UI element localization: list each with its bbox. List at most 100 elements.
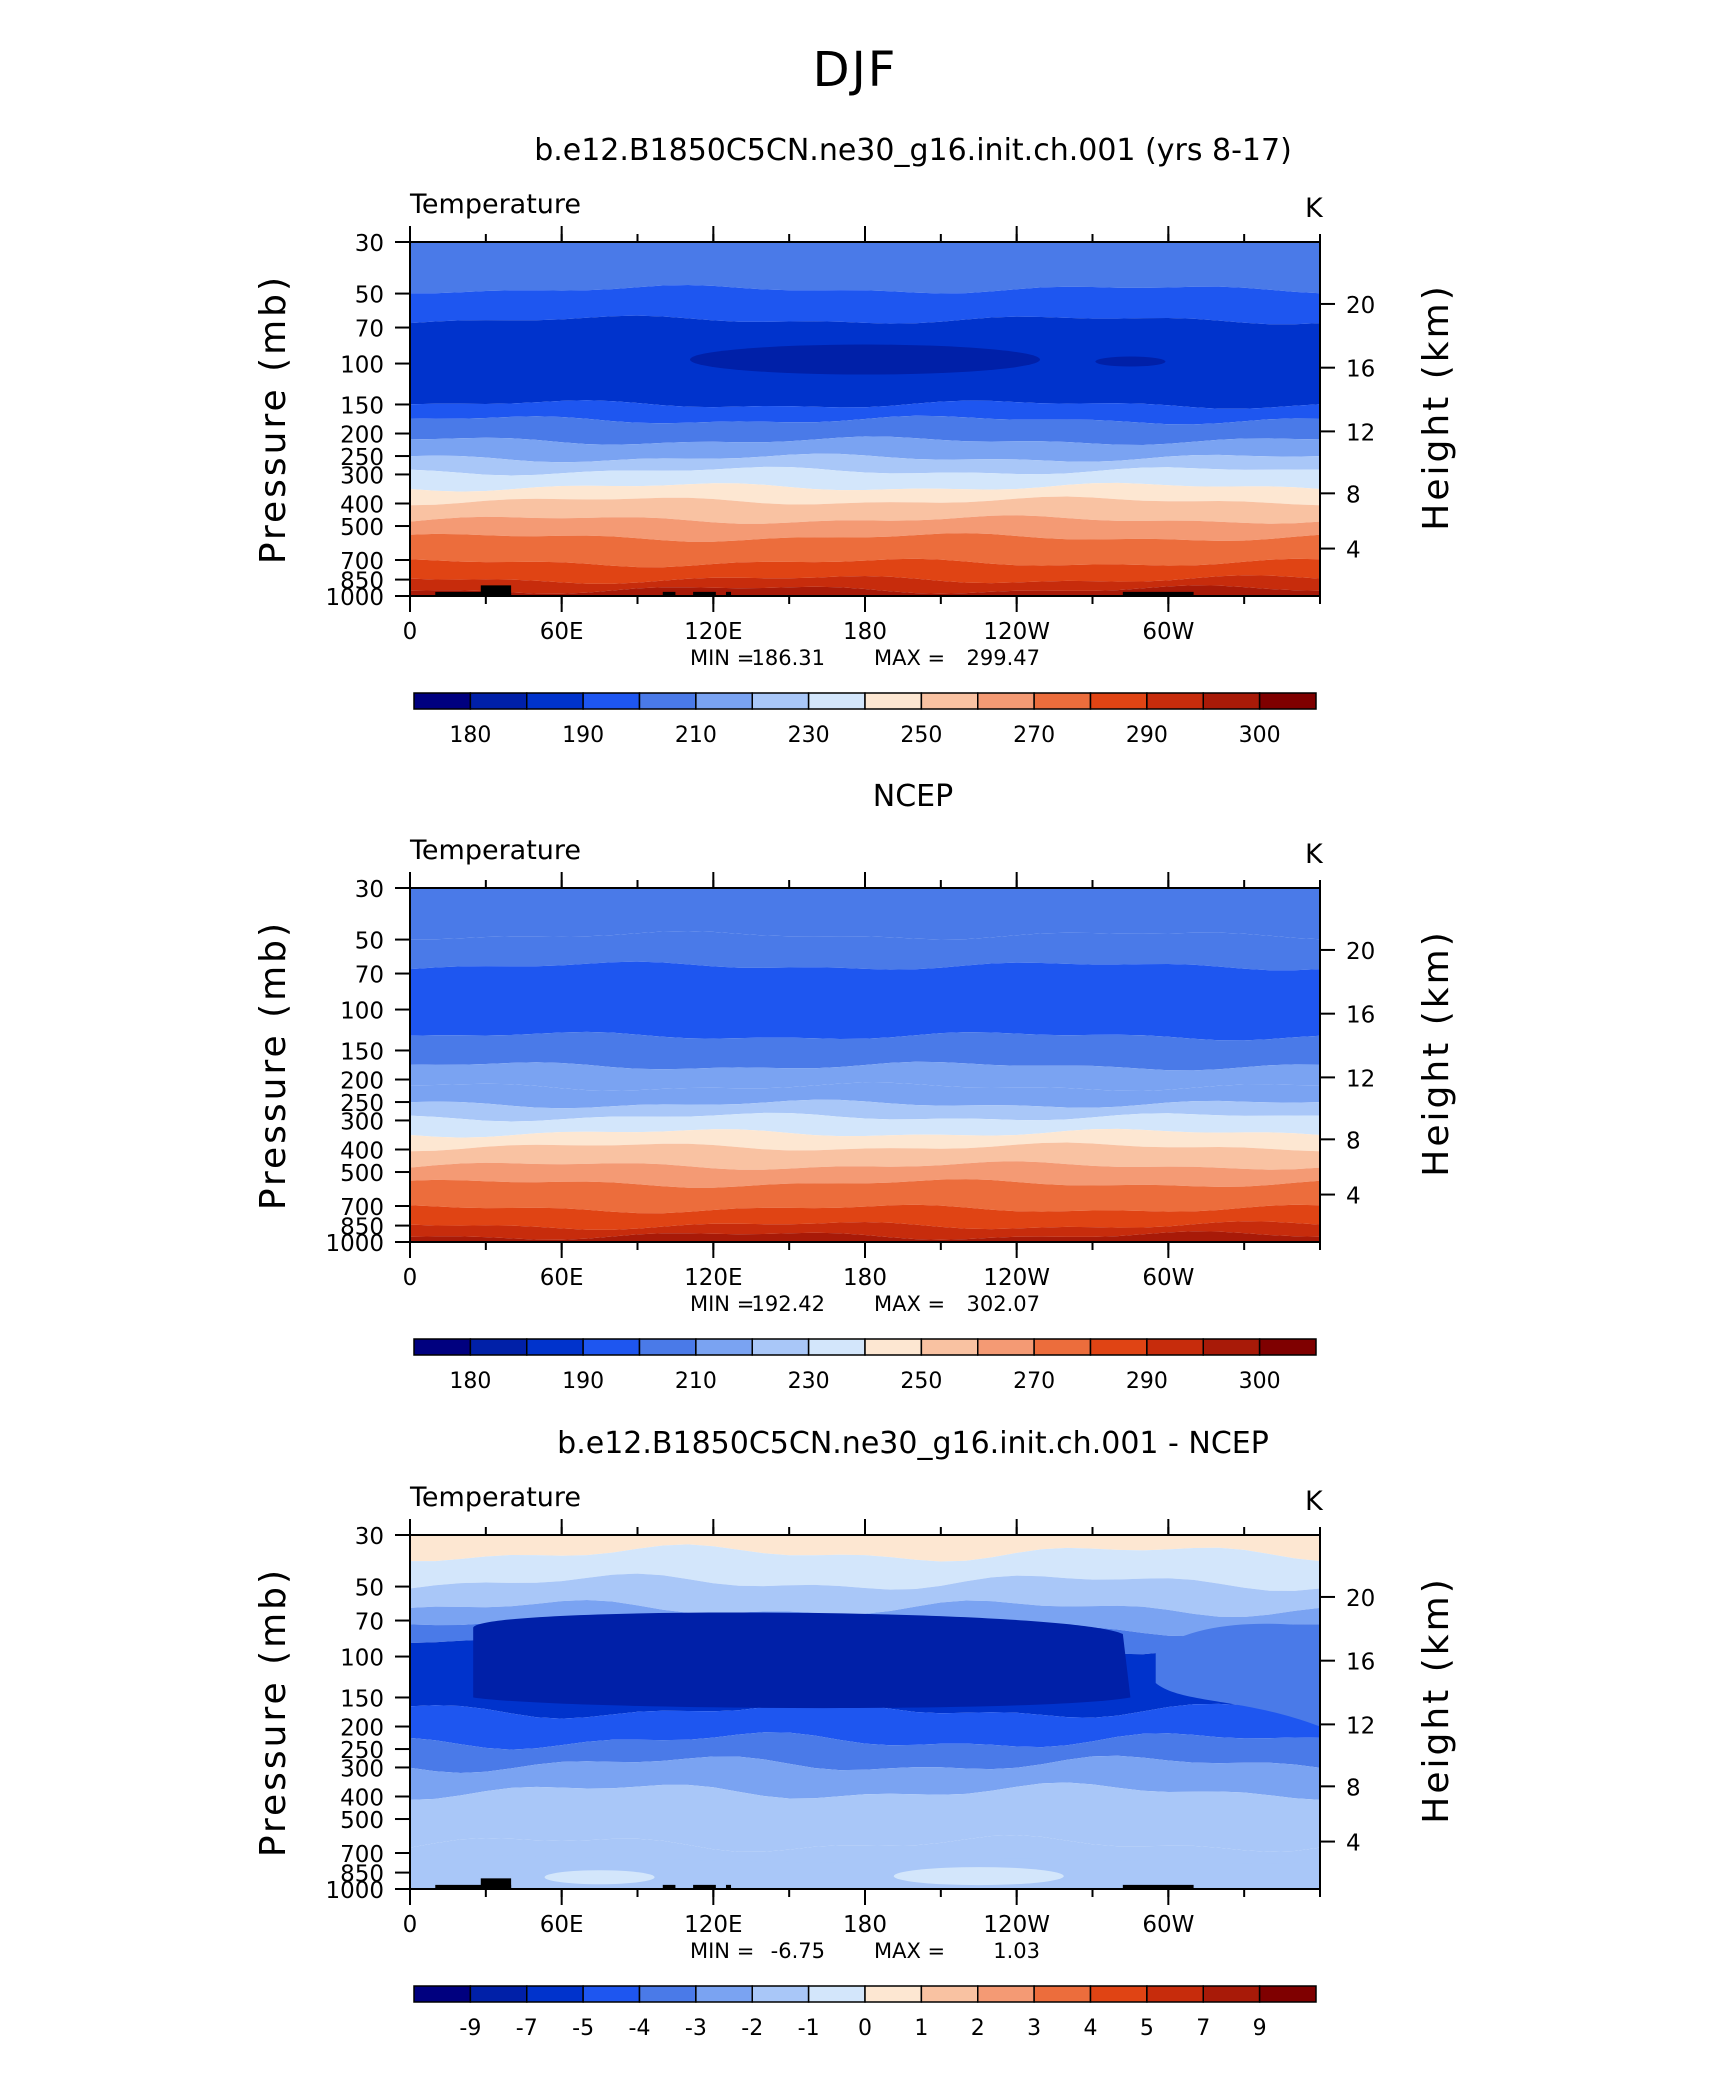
colorbar-label: -3 bbox=[685, 2016, 707, 2041]
y2-tick-label: 8 bbox=[1346, 1775, 1361, 1801]
contour-band bbox=[410, 1142, 1320, 1170]
x-tick-label: 60E bbox=[540, 1912, 584, 1938]
y-tick-label: 250 bbox=[340, 1091, 384, 1117]
y-tick-label: 500 bbox=[340, 1808, 384, 1834]
x-tick-label: 120E bbox=[684, 1265, 742, 1291]
y-tick-label: 1000 bbox=[325, 585, 384, 611]
topography bbox=[480, 1878, 512, 1889]
colorbar-label: 9 bbox=[1253, 2016, 1267, 2041]
y-tick-label: 500 bbox=[340, 515, 384, 541]
contour-band bbox=[410, 1221, 1320, 1240]
contour-band bbox=[410, 1573, 1320, 1617]
colorbar-swatch bbox=[1202, 1985, 1261, 2003]
y2-axis-label: Height (km) bbox=[1416, 1576, 1457, 1823]
y2-tick-label: 20 bbox=[1346, 293, 1375, 319]
colorbar-swatch bbox=[920, 692, 979, 710]
y-tick-label: 250 bbox=[340, 445, 384, 471]
contour-band bbox=[410, 400, 1320, 425]
y-tick-label: 30 bbox=[355, 231, 384, 257]
max-value: 299.47 bbox=[967, 646, 1040, 670]
topography bbox=[662, 1884, 676, 1889]
colorbar-swatch bbox=[1033, 1985, 1092, 2003]
contour-band bbox=[410, 1701, 1320, 1750]
topography bbox=[480, 585, 512, 596]
contour-band bbox=[410, 515, 1320, 542]
colorbar-label: 270 bbox=[1013, 1369, 1055, 1394]
y-tick-label: 100 bbox=[340, 999, 384, 1025]
x-tick-label: 60E bbox=[540, 1265, 584, 1291]
colorbar-label: 7 bbox=[1196, 2016, 1210, 2041]
colorbar-swatch bbox=[582, 1338, 641, 1356]
y2-tick-label: 4 bbox=[1346, 1831, 1361, 1857]
contour-band bbox=[410, 466, 1320, 492]
colorbar-swatch bbox=[977, 692, 1035, 710]
colorbar-label: -9 bbox=[459, 2016, 481, 2041]
colorbar-label: 210 bbox=[675, 1369, 717, 1394]
y2-tick-label: 4 bbox=[1346, 1184, 1361, 1210]
figure-title: DJF bbox=[812, 42, 898, 98]
y-tick-label: 70 bbox=[355, 963, 384, 989]
variable-label: Temperature bbox=[409, 835, 581, 866]
panel-2: NCEP Temperature K 0 60E 120E 180 120W 60W 30 50 70… bbox=[253, 779, 1457, 1394]
colorbar: 180 190 210 230 250 270 290 300 bbox=[413, 692, 1317, 748]
y-tick-label: 70 bbox=[355, 1610, 384, 1636]
colorbar-label: 4 bbox=[1084, 2016, 1098, 2041]
y-tick-label: 30 bbox=[355, 877, 384, 903]
y-tick-label: 400 bbox=[340, 1785, 384, 1811]
contour-band bbox=[410, 1161, 1320, 1188]
max-label: MAX = bbox=[874, 646, 945, 670]
y-tick-label: 300 bbox=[340, 463, 384, 489]
topography bbox=[435, 1884, 512, 1889]
colorbar-label: 210 bbox=[675, 723, 717, 748]
y-tick-label: 100 bbox=[340, 353, 384, 379]
x-tick-label: 180 bbox=[843, 619, 887, 645]
colorbar-swatch bbox=[638, 1338, 697, 1356]
contour-band bbox=[410, 1544, 1320, 1591]
y-tick-label: 30 bbox=[355, 1524, 384, 1550]
colorbar-label: 190 bbox=[562, 1369, 604, 1394]
colorbar-swatch bbox=[469, 692, 528, 710]
colorbar-swatch bbox=[1202, 692, 1261, 710]
anomaly-region bbox=[893, 1867, 1064, 1886]
colorbar-swatch bbox=[1146, 692, 1204, 710]
colorbar-swatch bbox=[920, 1985, 979, 2003]
contour-band bbox=[410, 453, 1320, 476]
panel-title: b.e12.B1850C5CN.ne30_g16.init.ch.001 - N… bbox=[557, 1426, 1269, 1461]
panel-title: b.e12.B1850C5CN.ne30_g16.init.ch.001 (yr… bbox=[534, 133, 1292, 168]
contour-band bbox=[410, 436, 1320, 463]
contour-band bbox=[410, 1231, 1320, 1242]
colorbar-swatch bbox=[751, 692, 810, 710]
min-label: MIN = bbox=[690, 1939, 754, 1963]
y2-tick-label: 12 bbox=[1346, 1713, 1375, 1739]
colorbar-swatch bbox=[1258, 692, 1317, 710]
colorbar-swatch bbox=[413, 1338, 472, 1356]
contour-band bbox=[410, 1031, 1320, 1071]
y-tick-label: 700 bbox=[340, 1195, 384, 1221]
colorbar-label: 230 bbox=[788, 723, 830, 748]
x-tick-label: 60W bbox=[1142, 619, 1194, 645]
topography bbox=[725, 591, 732, 596]
colorbar-swatch bbox=[1202, 1338, 1261, 1356]
colorbar-swatch bbox=[695, 1338, 753, 1356]
colorbar-swatch bbox=[864, 692, 923, 710]
cold-core-region bbox=[473, 1612, 1131, 1709]
colorbar-swatch bbox=[469, 1985, 528, 2003]
x-tick-label: 120E bbox=[684, 1912, 742, 1938]
x-tick-label: 120E bbox=[684, 619, 742, 645]
max-value: 1.03 bbox=[993, 1939, 1040, 1963]
colorbar-swatch bbox=[582, 692, 641, 710]
min-value: 192.42 bbox=[752, 1292, 825, 1316]
panel-3: b.e12.B1850C5CN.ne30_g16.init.ch.001 - N… bbox=[253, 1426, 1457, 2041]
anomaly-region bbox=[544, 1870, 655, 1885]
colorbar-swatch bbox=[1089, 692, 1148, 710]
y-tick-label: 700 bbox=[340, 1842, 384, 1868]
y-tick-label: 300 bbox=[340, 1109, 384, 1135]
y2-tick-label: 12 bbox=[1346, 420, 1375, 446]
colorbar-swatch bbox=[469, 1338, 528, 1356]
colorbar-swatch bbox=[1258, 1338, 1317, 1356]
colorbar-swatch bbox=[751, 1985, 810, 2003]
contour-band bbox=[410, 482, 1320, 506]
colorbar-swatch bbox=[638, 1985, 697, 2003]
colorbar-label: 180 bbox=[449, 723, 491, 748]
